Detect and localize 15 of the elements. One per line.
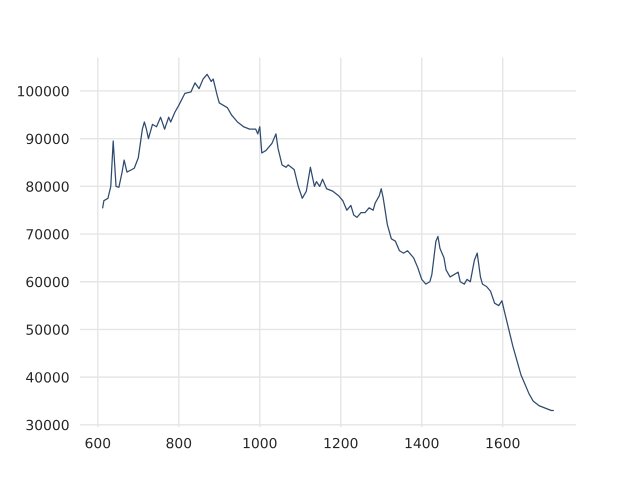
- x-tick-label: 1600: [486, 438, 520, 448]
- y-tick-label: 90000: [26, 134, 69, 144]
- y-tick-label: 70000: [26, 229, 69, 240]
- x-tick-label: 1200: [324, 438, 358, 448]
- y-tick-label: 30000: [26, 420, 69, 430]
- y-tick-label: 40000: [26, 372, 69, 383]
- x-tick-label: 800: [166, 438, 192, 448]
- x-tick-label: 1400: [406, 438, 438, 448]
- y-tick-label: 50000: [26, 324, 69, 335]
- y-tick-label: 100000: [18, 86, 69, 96]
- x-tick-label: 600: [86, 438, 110, 448]
- y-tick-label: 60000: [26, 276, 69, 288]
- line-series: [102, 74, 554, 412]
- x-tick-label: 1000: [244, 438, 277, 448]
- y-tick-label: 80000: [26, 181, 69, 192]
